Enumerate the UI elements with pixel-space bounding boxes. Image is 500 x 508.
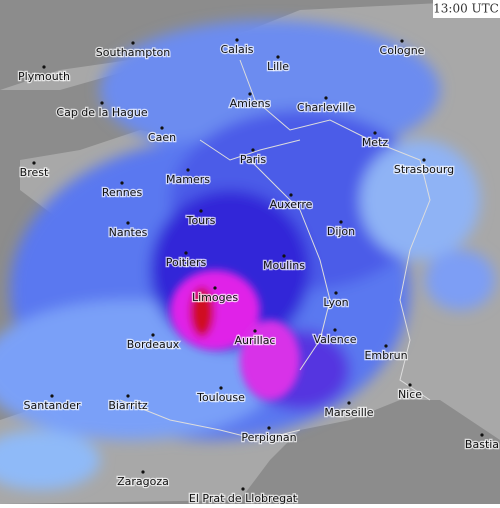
city-label: Lyon [323,296,348,309]
city-dot [384,344,388,348]
city-label: Moulins [263,259,305,272]
city-dot [347,401,351,405]
city-label: Perpignan [241,431,296,444]
city-label: Bastia [465,438,499,451]
city-dot [267,426,271,430]
heavy-area [240,320,300,400]
city-dot [334,291,338,295]
city-label: Lille [267,60,289,73]
city-label: Poitiers [166,256,207,269]
city-dot [42,65,46,69]
city-label: Valence [313,333,356,346]
city-dot [235,38,239,42]
city-label: Southampton [96,46,170,59]
city-label: Dijon [327,225,355,238]
city-label: El Prat de Llobregat [189,492,298,504]
city-dot [32,161,36,165]
rain-area [360,140,480,260]
heavy-rain [170,270,300,400]
city-dot [199,209,203,213]
city-dot [100,101,104,105]
city-label: Calais [220,43,253,56]
city-label: Toulouse [196,391,245,404]
city-label: Mamers [166,173,210,186]
city-label: Bordeaux [127,338,180,351]
city-dot [186,168,190,172]
city-label: Strasbourg [394,163,454,176]
city-dot [151,333,155,337]
timestamp: 13:00 UTC [433,2,499,16]
city-dot [408,383,412,387]
city-label: Rennes [102,186,143,199]
borders [119,59,431,441]
rain-area [425,250,495,310]
heavy-area [170,270,260,350]
city-dot [276,55,280,59]
city-label: Embrun [364,349,407,362]
city-dot [282,254,286,258]
city-dot [253,329,257,333]
city-dot [251,148,255,152]
city-dot [248,92,252,96]
city-dot [289,193,293,197]
precipitation [0,20,495,490]
city-dot [241,487,245,491]
city-dot [126,394,130,398]
city-dot [126,221,130,225]
city-label: Aurillac [235,334,276,347]
city-label: Paris [240,153,266,166]
city-label: Marseille [324,406,373,419]
city-label: Plymouth [18,70,70,83]
city-label: Brest [20,166,49,179]
city-label: Limoges [192,291,238,304]
city-dot [373,131,377,135]
border [119,399,301,441]
intense-area [190,287,214,337]
city-label: Zaragoza [117,475,169,488]
city-dot [339,220,343,224]
city-dot [120,181,124,185]
city-dot [213,286,217,290]
city-label: Amiens [230,97,271,110]
border [239,59,431,401]
city-label: Biarritz [108,399,148,412]
city-label: Cap de la Hague [56,106,147,119]
city-dot [422,158,426,162]
city-dot [333,328,337,332]
city-dot [480,433,484,437]
city-dot [219,386,223,390]
city-label: Auxerre [270,198,313,211]
city-label: Charleville [297,101,355,114]
city-label: Metz [362,136,389,149]
city-dot [131,41,135,45]
city-label: Cologne [380,44,425,57]
city-label: Tours [186,214,216,227]
city-dot [184,251,188,255]
city-dot [400,39,404,43]
city-dot [50,394,54,398]
city-label: Caen [148,131,176,144]
city-dot [324,96,328,100]
city-label: Nantes [109,226,148,239]
region-line [199,139,331,371]
city-label: Santander [24,399,81,412]
city-dot [141,470,145,474]
city-label: Nice [398,388,422,401]
city-dot [160,126,164,130]
timestamp-box [433,0,500,18]
rain-area [0,430,100,490]
